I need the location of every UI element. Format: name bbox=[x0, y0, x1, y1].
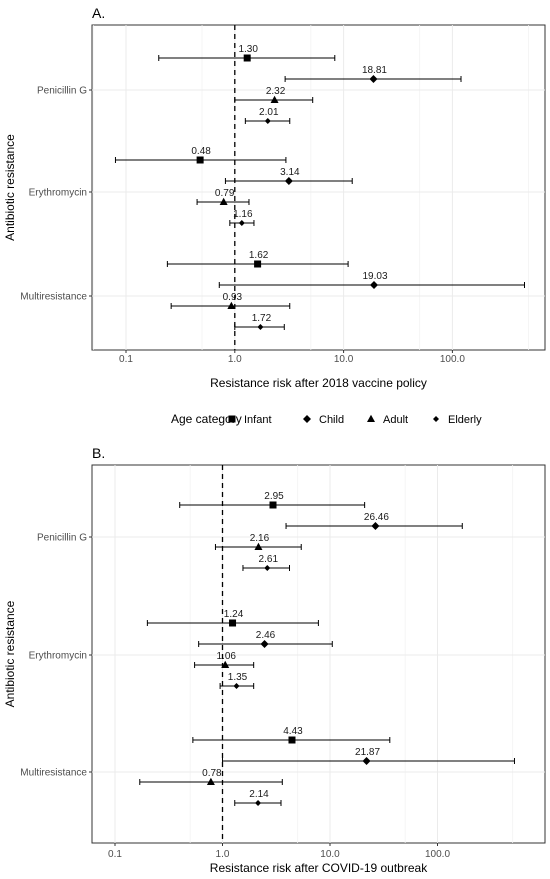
point-adult bbox=[219, 197, 228, 205]
data-label: 2.32 bbox=[266, 86, 286, 97]
point-elderly bbox=[257, 324, 264, 330]
legend-label: Infant bbox=[244, 414, 272, 426]
point-adult bbox=[270, 95, 279, 103]
x-tick-label: 0.1 bbox=[119, 354, 133, 365]
x-tick-label: 1.0 bbox=[228, 354, 242, 365]
x-tick-label: 0.1 bbox=[108, 849, 122, 860]
point-child bbox=[371, 522, 380, 530]
y-axis-title: Antibiotic resistance bbox=[3, 600, 17, 707]
point-infant bbox=[196, 156, 204, 164]
x-tick-label: 10.0 bbox=[334, 354, 354, 365]
x-tick-label: 100.0 bbox=[425, 849, 450, 860]
point-adult bbox=[206, 777, 215, 785]
panel-label: B. bbox=[92, 445, 105, 461]
plot-panel bbox=[91, 464, 546, 844]
data-label: 0.93 bbox=[223, 292, 243, 303]
point-elderly bbox=[233, 683, 240, 689]
y-tick-label: Erythromycin bbox=[29, 651, 87, 662]
point-infant bbox=[269, 501, 277, 509]
point-infant bbox=[243, 54, 251, 62]
panel-b: 2.95 1.24 4.43 26.46 2.46 21.87 2.16 1.06 0.78 2.… bbox=[3, 445, 546, 875]
data-label: 1.16 bbox=[233, 209, 253, 220]
data-label: 0.79 bbox=[215, 188, 235, 199]
legend-key-adult bbox=[367, 414, 375, 422]
x-tick-label: 1.0 bbox=[216, 849, 230, 860]
y-tick-label: Penicillin G bbox=[37, 533, 87, 544]
point-child bbox=[260, 640, 269, 648]
data-label: 2.16 bbox=[250, 533, 270, 544]
data-label: 1.35 bbox=[228, 672, 248, 683]
data-label: 18.81 bbox=[362, 65, 387, 76]
data-label: 26.46 bbox=[364, 512, 389, 523]
data-label: 1.62 bbox=[249, 250, 269, 261]
legend-key-infant bbox=[228, 415, 236, 423]
x-tick-label: 10.0 bbox=[320, 849, 340, 860]
data-label: 0.78 bbox=[202, 768, 222, 779]
point-adult bbox=[221, 660, 230, 668]
data-label: 0.48 bbox=[191, 146, 211, 157]
data-label: 1.06 bbox=[216, 651, 236, 662]
legend-key-child bbox=[303, 415, 311, 423]
point-infant bbox=[229, 619, 237, 627]
legend-label: Child bbox=[319, 414, 344, 426]
legend-title: Age category bbox=[171, 412, 242, 426]
point-child bbox=[369, 75, 378, 83]
y-tick-label: Penicillin G bbox=[37, 86, 87, 97]
x-tick-label: 100.0 bbox=[440, 354, 465, 365]
x-axis-title: Resistance risk after 2018 vaccine polic… bbox=[210, 376, 427, 390]
data-label: 19.03 bbox=[362, 271, 387, 282]
data-label: 2.46 bbox=[256, 630, 276, 641]
point-adult bbox=[227, 301, 236, 309]
point-infant bbox=[288, 736, 296, 744]
point-elderly bbox=[264, 118, 271, 124]
x-axis-title: Resistance risk after COVID-19 outbreak bbox=[210, 861, 428, 875]
y-tick-label: Erythromycin bbox=[29, 188, 87, 199]
point-adult bbox=[254, 542, 263, 550]
legend: Age category Infant Child Adult Elderly bbox=[171, 412, 482, 426]
y-axis-title: Antibiotic resistance bbox=[3, 134, 17, 241]
data-label: 1.24 bbox=[224, 609, 244, 620]
y-tick-label: Multiresistance bbox=[20, 292, 87, 303]
y-tick-label: Multiresistance bbox=[20, 768, 87, 779]
point-elderly bbox=[238, 220, 245, 226]
point-child bbox=[284, 177, 293, 185]
panel-a: 1.30 0.48 1.62 18.81 3.14 19.03 2.32 0.79 0.93 2.… bbox=[3, 5, 546, 390]
point-elderly bbox=[264, 565, 271, 571]
data-label: 2.14 bbox=[249, 789, 269, 800]
data-label: 2.61 bbox=[259, 554, 279, 565]
data-label: 21.87 bbox=[355, 747, 380, 758]
point-infant bbox=[254, 260, 262, 268]
data-label: 2.01 bbox=[259, 107, 279, 118]
point-child bbox=[370, 281, 379, 289]
data-label: 1.30 bbox=[238, 44, 258, 55]
data-label: 3.14 bbox=[280, 167, 300, 178]
legend-label: Adult bbox=[383, 414, 408, 426]
data-label: 4.43 bbox=[283, 726, 303, 737]
legend-label: Elderly bbox=[448, 414, 482, 426]
point-child bbox=[362, 757, 371, 765]
legend-key-elderly bbox=[433, 416, 439, 422]
panel-label: A. bbox=[92, 5, 105, 21]
data-label: 2.95 bbox=[264, 491, 284, 502]
point-elderly bbox=[255, 800, 262, 806]
plot-panel bbox=[91, 24, 546, 351]
data-label: 1.72 bbox=[252, 313, 272, 324]
